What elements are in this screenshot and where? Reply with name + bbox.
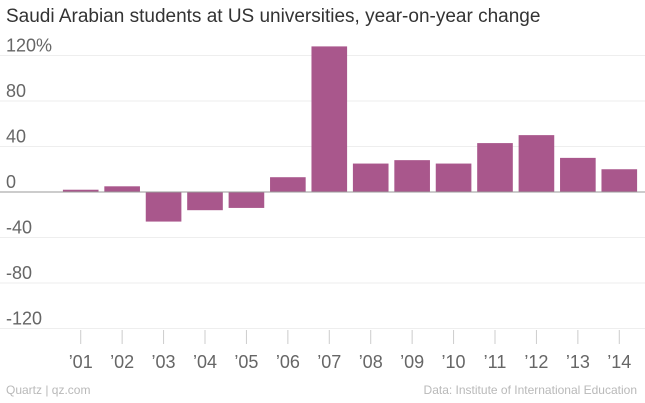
x-tick-label: ’07	[317, 352, 341, 372]
bar-12	[560, 157, 596, 192]
x-tick-label: ’06	[276, 352, 300, 372]
x-tick-label: ’11	[484, 352, 507, 372]
footer-brand: Quartz | qz.com	[6, 383, 91, 397]
x-tick-label: ’14	[607, 352, 631, 372]
bar-6	[311, 46, 348, 193]
x-tick-label: ’12	[524, 352, 548, 372]
x-tick-label: ’09	[400, 352, 424, 372]
bar-10	[477, 143, 513, 192]
x-tick-label: ’01	[69, 352, 93, 372]
bar-4	[228, 192, 265, 208]
bar-7	[352, 163, 389, 192]
y-tick-label: -80	[6, 263, 32, 283]
x-tick-label: ’08	[359, 352, 383, 372]
bar-3	[187, 192, 223, 211]
x-tick-label: ’05	[234, 352, 258, 372]
bar-13	[601, 169, 638, 192]
bar-5	[270, 177, 306, 192]
y-tick-label: -120	[6, 309, 42, 329]
bar-11	[518, 135, 555, 192]
footer-source: Data: Institute of International Educati…	[423, 383, 637, 397]
x-tick-label: ’03	[152, 352, 176, 372]
x-tick-label: ’10	[442, 352, 466, 372]
y-tick-label: 120%	[6, 36, 52, 56]
y-tick-label: -40	[6, 218, 32, 238]
bar-2	[145, 192, 182, 222]
bar-9	[435, 163, 472, 192]
bar-8	[394, 160, 430, 192]
bars	[62, 46, 638, 222]
x-tick-label: ’13	[566, 352, 590, 372]
y-tick-label: 80	[6, 81, 26, 101]
bar-0	[62, 189, 99, 192]
x-axis-ticks: ’01 ’02 ’03 ’04 ’05 ’06 ’07 ’08 ’09 ’10 ’11 ’12 ’13 ’…	[69, 330, 631, 372]
chart-title: Saudi Arabian students at US universitie…	[6, 6, 541, 27]
x-tick-label: ’04	[193, 352, 217, 372]
x-tick-label: ’02	[110, 352, 134, 372]
y-tick-label: 40	[6, 127, 26, 147]
y-axis-ticks: 120% 80 40 0 -40 -80 -120	[6, 36, 52, 329]
bar-1	[104, 186, 140, 192]
y-tick-label: 0	[6, 172, 16, 192]
